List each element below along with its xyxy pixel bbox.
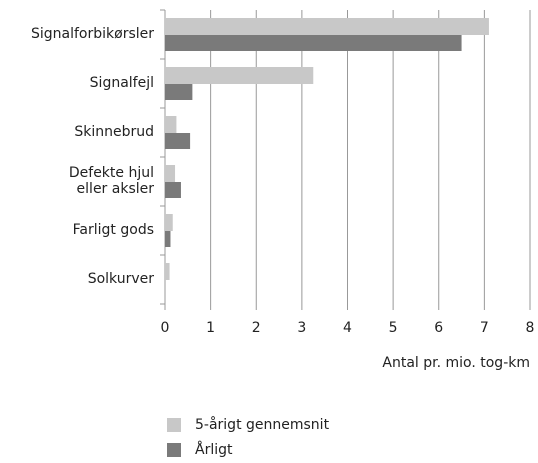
bar: [165, 18, 489, 35]
bar: [165, 182, 181, 198]
x-axis-title: Antal pr. mio. tog-km: [382, 355, 530, 371]
x-tick-label: 1: [206, 320, 215, 336]
legend-swatch: [167, 418, 181, 432]
bar: [165, 231, 171, 247]
legend-label: Årligt: [195, 441, 233, 458]
x-tick-label: 3: [297, 320, 306, 336]
bar: [165, 214, 173, 231]
bar: [165, 35, 462, 51]
y-tick-label: Skinnebrud: [74, 124, 154, 140]
x-tick-label: 6: [434, 320, 443, 336]
legend-swatch: [167, 443, 181, 457]
x-tick-label: 5: [389, 320, 398, 336]
bar: [165, 263, 170, 280]
bar: [165, 84, 193, 100]
x-tick-label: 0: [161, 320, 170, 336]
y-tick-label: Solkurver: [87, 271, 154, 287]
x-tick-label: 4: [343, 320, 352, 336]
bar: [165, 116, 177, 133]
bar: [165, 67, 314, 84]
y-tick-label: Signalforbikørsler: [30, 26, 154, 42]
y-tick-label: Signalfejl: [89, 75, 154, 91]
x-tick-label: 7: [480, 320, 489, 336]
bar: [165, 165, 176, 182]
x-tick-label: 8: [526, 320, 535, 336]
x-tick-label: 2: [252, 320, 261, 336]
bar: [165, 133, 191, 149]
y-tick-label: Defekte hjul eller aksler: [68, 165, 154, 197]
legend-label: 5-årigt gennemsnit: [195, 416, 330, 433]
y-tick-label: Farligt gods: [72, 222, 154, 238]
